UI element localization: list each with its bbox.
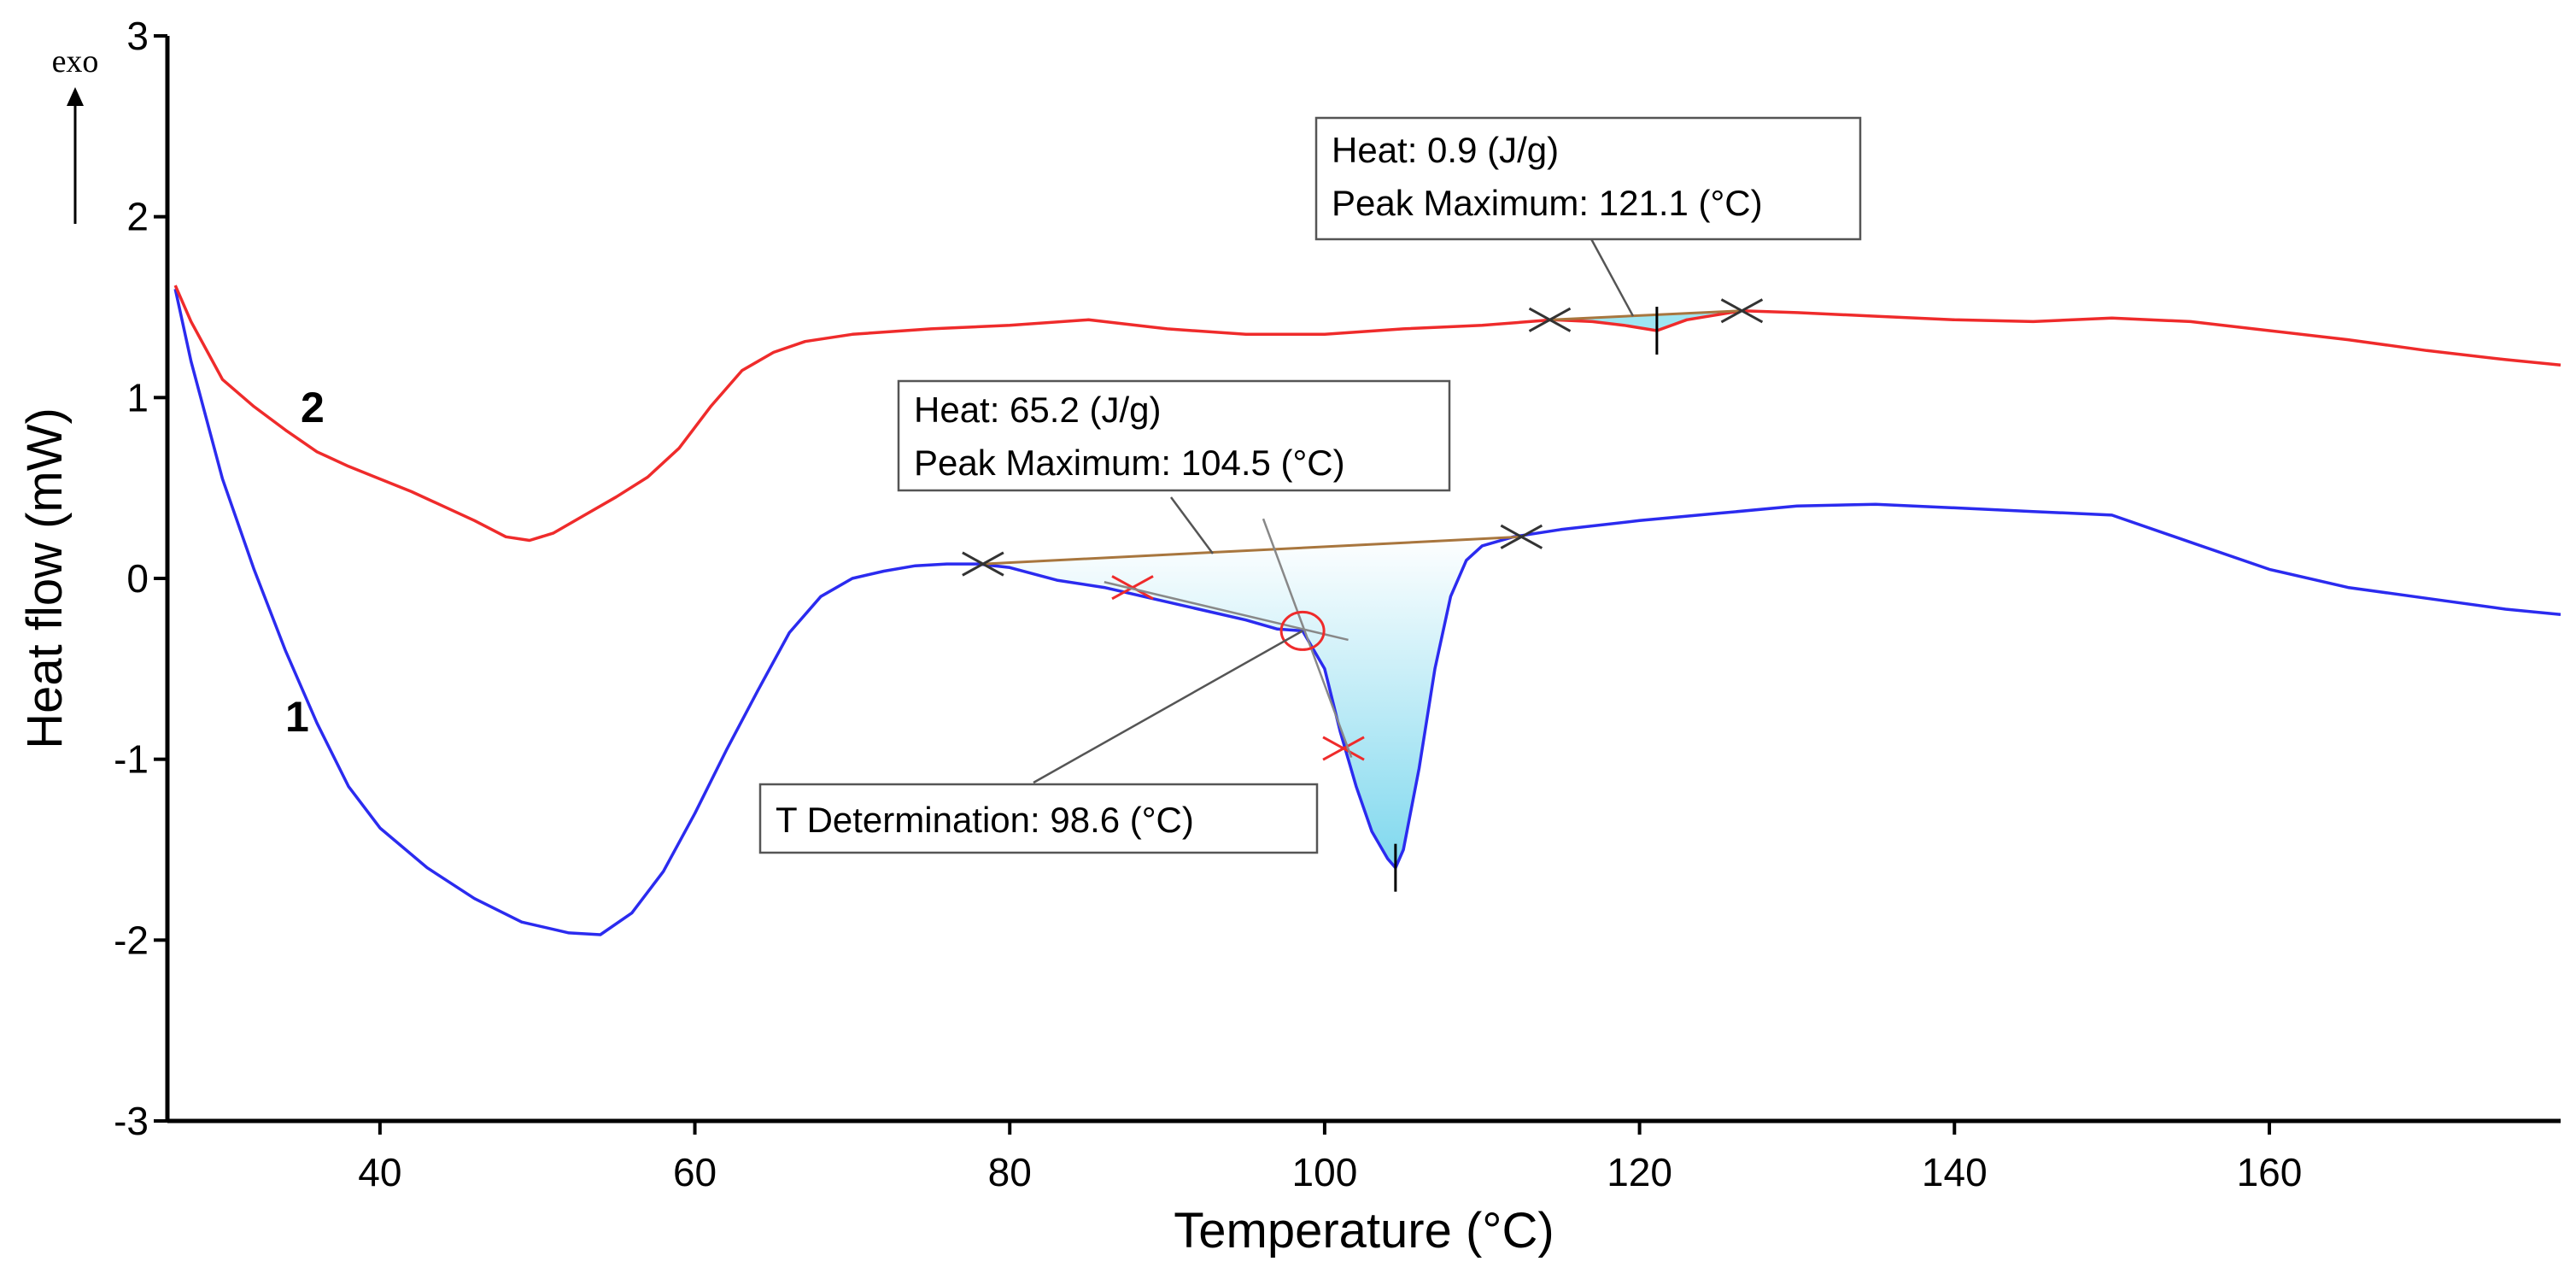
y-tick-label: 0 [126, 556, 149, 601]
baseline-limit-marker [1528, 307, 1572, 332]
annotation-text: Heat: 65.2 (J/g) [914, 390, 1161, 430]
y-tick-label: -2 [114, 918, 149, 962]
tangent-line [1104, 581, 1349, 642]
exo-label: exo [52, 44, 99, 79]
x-tick-label: 120 [1607, 1150, 1672, 1194]
tangent-line [1262, 518, 1353, 758]
annotation-text: T Determination: 98.6 (°C) [776, 800, 1194, 840]
y-tick-label: -3 [114, 1099, 149, 1143]
annotation-text: Peak Maximum: 121.1 (°C) [1332, 183, 1763, 223]
peak-area-fill-1 [982, 535, 1522, 867]
peak-baseline-2 [1549, 309, 1742, 321]
y-tick-label: 1 [126, 375, 149, 419]
baseline-limit-marker [962, 551, 1004, 577]
series-label-2: 2 [301, 384, 325, 431]
peak-area-fill-2 [1549, 310, 1742, 331]
baseline-limit-marker [1720, 298, 1764, 324]
x-tick-label: 80 [988, 1150, 1032, 1194]
x-tick-label: 160 [2237, 1150, 2303, 1194]
tangent-point-marker [1111, 575, 1154, 601]
annotation-box-tdetermination: T Determination: 98.6 (°C) [758, 783, 1319, 854]
annotation-box-peak-2: Heat: 0.9 (J/g) Peak Maximum: 121.1 (°C) [1314, 116, 1862, 241]
annotation-text: Heat: 0.9 (J/g) [1332, 130, 1559, 170]
baseline-limit-marker [1500, 524, 1543, 549]
series-line-1 [173, 288, 2561, 936]
annotation-text: Peak Maximum: 104.5 (°C) [914, 443, 1345, 483]
x-tick-label: 60 [673, 1150, 717, 1194]
series-label-1: 1 [285, 693, 309, 741]
y-tick-label: -1 [114, 737, 149, 782]
annotation-leader [1169, 496, 1215, 554]
x-axis-title: Temperature (°C) [1174, 1203, 1554, 1258]
annotation-box-peak-1: Heat: 65.2 (J/g) Peak Maximum: 104.5 (°C) [897, 379, 1451, 492]
series-line-2 [173, 285, 2561, 543]
intersection-circle [1279, 610, 1326, 651]
x-tick-label: 40 [358, 1150, 401, 1194]
tangent-point-marker [1322, 736, 1365, 761]
y-tick-label: 2 [126, 195, 149, 239]
peak-baseline-1 [982, 535, 1522, 566]
y-axis-title: Heat flow (mW) [17, 408, 73, 749]
annotation-leader [1588, 235, 1635, 317]
y-tick-label: 3 [126, 14, 149, 58]
x-tick-label: 100 [1292, 1150, 1358, 1194]
annotation-leader [1033, 630, 1303, 784]
exo-arrow-head [67, 87, 84, 106]
x-tick-label: 140 [1922, 1150, 1988, 1194]
